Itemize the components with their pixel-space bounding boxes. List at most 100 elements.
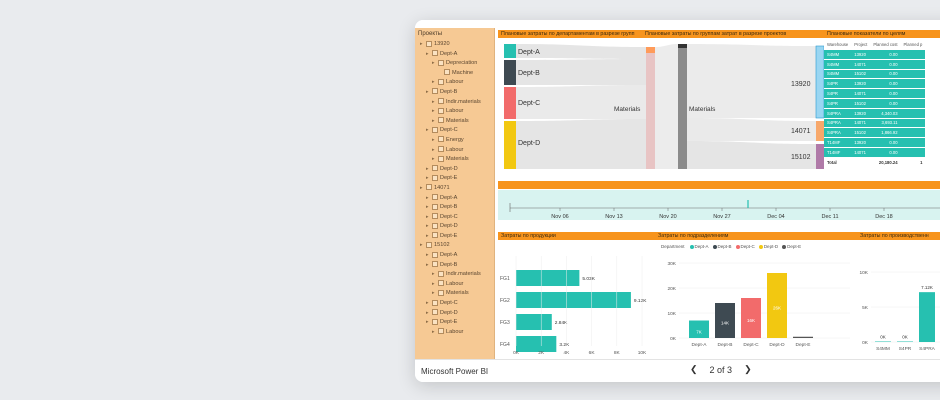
- checkbox[interactable]: [432, 88, 438, 95]
- tree-item[interactable]: ▸ 14071: [415, 184, 494, 194]
- expand-arrow-icon[interactable]: ▸: [420, 242, 423, 249]
- expand-arrow-icon[interactable]: ▸: [432, 328, 435, 335]
- expand-arrow-icon[interactable]: ▸: [432, 146, 435, 153]
- checkbox[interactable]: [432, 174, 438, 181]
- expand-arrow-icon[interactable]: ▸: [426, 261, 429, 268]
- expand-arrow-icon[interactable]: ▸: [426, 165, 429, 172]
- sankey-link[interactable]: [516, 44, 646, 59]
- tree-item[interactable]: ▸ Energy: [415, 136, 494, 146]
- bar[interactable]: [715, 303, 735, 338]
- checkbox[interactable]: [438, 328, 444, 335]
- tree-item[interactable]: ▸ Dept-A: [415, 50, 494, 60]
- bar[interactable]: [516, 314, 552, 330]
- checkbox[interactable]: [432, 126, 438, 133]
- legend-item[interactable]: Dept-D: [758, 244, 778, 249]
- sankey-link[interactable]: [687, 141, 816, 169]
- tree-item[interactable]: ▸ Dept-D: [415, 165, 494, 175]
- table-row[interactable]: S4PR 13920 0.00: [824, 78, 926, 90]
- tree-item[interactable]: ▸ Dept-B: [415, 261, 494, 271]
- tree-item[interactable]: ▸ Dept-B: [415, 203, 494, 213]
- bar[interactable]: [516, 336, 557, 352]
- sankey-link[interactable]: [516, 119, 646, 169]
- bar[interactable]: [793, 336, 813, 338]
- tree-item[interactable]: ▸ Materials: [415, 155, 494, 165]
- tree-item[interactable]: ▸ Dept-E: [415, 174, 494, 184]
- checkbox[interactable]: [432, 213, 438, 220]
- bar[interactable]: [516, 270, 580, 286]
- tree-item[interactable]: ▸ 15102: [415, 241, 494, 251]
- checkbox[interactable]: [438, 107, 444, 114]
- checkbox[interactable]: [438, 270, 444, 277]
- tree-item[interactable]: Machine: [415, 69, 494, 79]
- node-dept-c[interactable]: [504, 87, 516, 119]
- expand-arrow-icon[interactable]: ▸: [420, 184, 423, 191]
- expand-arrow-icon[interactable]: ▸: [432, 290, 435, 297]
- expand-arrow-icon[interactable]: ▸: [432, 108, 435, 115]
- sankey-link[interactable]: [516, 85, 646, 119]
- expand-arrow-icon[interactable]: ▸: [426, 213, 429, 220]
- chevron-right-icon[interactable]: ❯: [744, 364, 752, 374]
- node-materials-right[interactable]: [678, 44, 687, 169]
- checkbox[interactable]: [426, 40, 432, 47]
- tree-item[interactable]: ▸ Depreciation: [415, 59, 494, 69]
- bar[interactable]: [919, 292, 935, 342]
- tree-item[interactable]: ▸ Dept-A: [415, 194, 494, 204]
- expand-arrow-icon[interactable]: ▸: [426, 223, 429, 230]
- expand-arrow-icon[interactable]: ▸: [426, 88, 429, 95]
- tree-item[interactable]: ▸ Materials: [415, 117, 494, 127]
- sankey-link[interactable]: [687, 118, 816, 141]
- expand-arrow-icon[interactable]: ▸: [426, 252, 429, 259]
- tree-item[interactable]: ▸ Dept-D: [415, 222, 494, 232]
- tree-item[interactable]: ▸ 13920: [415, 40, 494, 50]
- checkbox[interactable]: [432, 232, 438, 239]
- node-materials-left[interactable]: [646, 47, 655, 169]
- node-project-14071[interactable]: [816, 121, 824, 141]
- legend-item[interactable]: Dept-E: [782, 244, 801, 249]
- table-row[interactable]: S4PRA 15102 1,866.92: [824, 127, 926, 139]
- node-project-15102[interactable]: [816, 144, 824, 169]
- checkbox[interactable]: [432, 222, 438, 229]
- table-row[interactable]: T14MF 14071 0.00: [824, 147, 926, 158]
- expand-arrow-icon[interactable]: ▸: [426, 127, 429, 134]
- checkbox[interactable]: [438, 146, 444, 153]
- column-header[interactable]: Planned p: [903, 42, 923, 47]
- checkbox[interactable]: [438, 280, 444, 287]
- node-dept-b[interactable]: [504, 60, 516, 85]
- table-row[interactable]: S4PR 15102 0.00: [824, 98, 926, 109]
- checkbox[interactable]: [432, 251, 438, 258]
- expand-arrow-icon[interactable]: ▸: [426, 194, 429, 201]
- expand-arrow-icon[interactable]: ▸: [426, 50, 429, 57]
- checkbox[interactable]: [432, 318, 438, 325]
- table-row[interactable]: T14MF 13920 0.00: [824, 137, 926, 148]
- expand-arrow-icon[interactable]: ▸: [432, 156, 435, 163]
- tree-item[interactable]: ▸ Materials: [415, 289, 494, 299]
- expand-arrow-icon[interactable]: ▸: [426, 232, 429, 239]
- table-row[interactable]: S4MM 13920 0.00: [824, 50, 926, 60]
- expand-arrow-icon[interactable]: ▸: [420, 41, 423, 47]
- tree-item[interactable]: ▸ Labour: [415, 78, 494, 88]
- timeline-track[interactable]: [498, 190, 940, 220]
- tree-item[interactable]: ▸ Labour: [415, 328, 494, 338]
- table-row[interactable]: S4PRA 14071 3,693.11: [824, 118, 926, 129]
- expand-arrow-icon[interactable]: ▸: [432, 271, 435, 278]
- timeline-slicer[interactable]: Nov 06 Nov 13 Nov 20 Nov 27 Dec 04 Dec 11 Dec …: [498, 190, 940, 242]
- checkbox[interactable]: [438, 78, 444, 85]
- checkbox[interactable]: [438, 117, 444, 124]
- bar[interactable]: [875, 341, 891, 343]
- checkbox[interactable]: [444, 69, 450, 76]
- checkbox[interactable]: [432, 194, 438, 201]
- tree-item[interactable]: ▸ Dept-C: [415, 213, 494, 223]
- expand-arrow-icon[interactable]: ▸: [432, 98, 435, 105]
- checkbox[interactable]: [432, 309, 438, 316]
- checkbox[interactable]: [432, 165, 438, 172]
- tree-item[interactable]: ▸ Labour: [415, 107, 494, 117]
- sankey-link[interactable]: [516, 59, 646, 85]
- checkbox[interactable]: [432, 299, 438, 306]
- expand-arrow-icon[interactable]: ▸: [426, 175, 429, 182]
- expand-arrow-icon[interactable]: ▸: [432, 60, 435, 67]
- tree-item[interactable]: ▸ Labour: [415, 146, 494, 156]
- expand-arrow-icon[interactable]: ▸: [426, 319, 429, 326]
- checkbox[interactable]: [438, 136, 444, 143]
- tree-item[interactable]: ▸ Dept-E: [415, 318, 494, 328]
- checkbox[interactable]: [438, 59, 444, 66]
